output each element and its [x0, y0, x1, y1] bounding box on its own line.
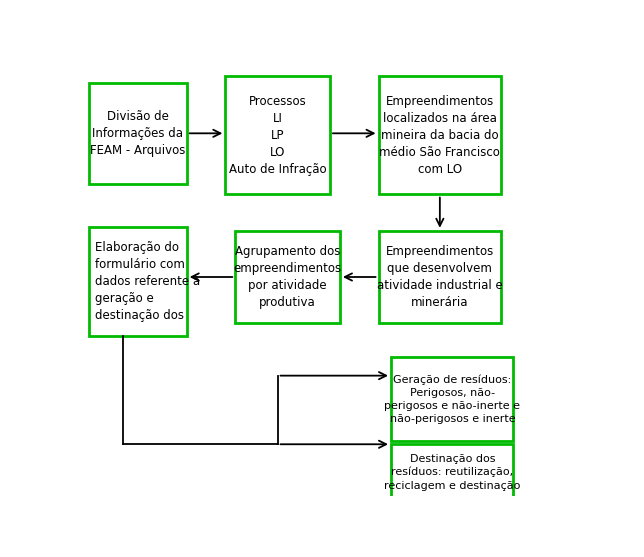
Text: Geração de resíduos:
Perigosos, não-
perigosos e não-inerte e
não-perigosos e in: Geração de resíduos: Perigosos, não- per…	[384, 374, 520, 424]
Bar	[225, 76, 330, 194]
Text: Processos
LI
LP
LO
Auto de Infração: Processos LI LP LO Auto de Infração	[229, 95, 327, 176]
Bar	[235, 231, 340, 323]
Text: Empreendimentos
localizados na área
mineira da bacia do
médio São Francisco
com : Empreendimentos localizados na área mine…	[379, 95, 500, 176]
Text: Destinação dos
resíduos: reutilização,
reciclagem e destinação: Destinação dos resíduos: reutilização, r…	[384, 453, 520, 491]
Text: Agrupamento dos
empreendimentos
por atividade
produtiva: Agrupamento dos empreendimentos por ativ…	[234, 245, 342, 309]
Bar	[90, 83, 187, 184]
Text: Elaboração do
formulário com
dados referente à
geração e
destinação dos: Elaboração do formulário com dados refer…	[95, 241, 200, 322]
Text: Empreendimentos
que desenvolvem
atividade industrial e
minerária: Empreendimentos que desenvolvem atividad…	[377, 245, 503, 309]
Bar	[391, 358, 513, 441]
Text: Divisão de
Informações da
FEAM - Arquivos: Divisão de Informações da FEAM - Arquivo…	[90, 110, 185, 157]
Bar	[379, 231, 501, 323]
Bar	[379, 76, 501, 194]
Bar	[391, 444, 513, 500]
Bar	[90, 227, 187, 336]
